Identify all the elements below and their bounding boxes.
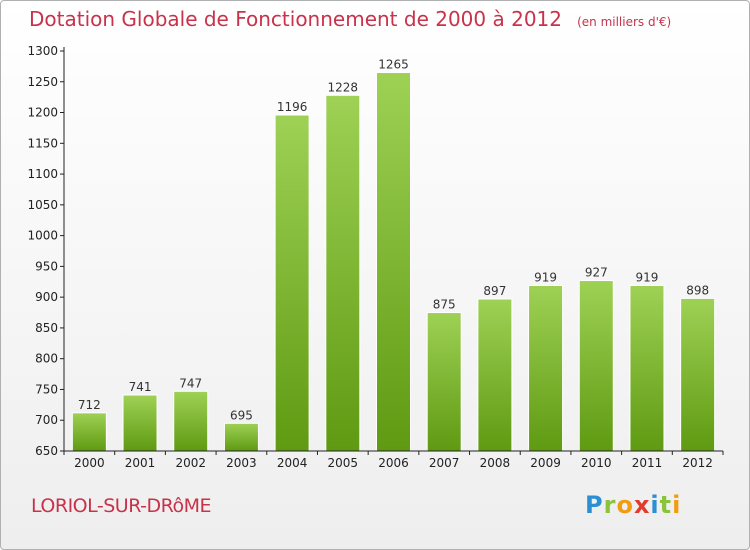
y-tick-label-1000: 1000 [27,229,58,243]
x-tick-label-2006: 2006 [378,456,409,470]
y-tick-label-700: 700 [35,413,58,427]
logo-letter: P [585,491,604,519]
bar-2004 [274,114,310,452]
logo-letter: i [672,491,682,519]
commune-name: LORIOL-SUR-DRôME [31,495,212,517]
bar-2009 [528,284,564,452]
bars-layer: 712 741 747 695 1196 1228 1265 875 897 919 927 919 8… [71,58,716,452]
bar-2011 [629,284,665,452]
axes-layer: 2000 2001 2002 2003 2004 2005 2006 2007 2008 2009… [27,44,724,470]
bar-2005 [325,94,361,452]
y-tick-label-950: 950 [35,259,58,273]
bar-2007 [426,312,462,452]
bar-2012 [680,297,716,452]
chart-title: Dotation Globale de Fonctionnement de 20… [29,7,562,31]
bar-2010 [578,280,614,452]
y-tick-label-1250: 1250 [27,75,58,89]
value-label-2009: 919 [534,270,557,284]
bar-2000 [71,412,107,452]
x-tick-label-2003: 2003 [226,456,257,470]
y-tick-label-1200: 1200 [27,106,58,120]
value-label-2001: 741 [129,380,152,394]
x-tick-label-2010: 2010 [581,456,612,470]
proxiti-logo: Proxiti [585,491,681,519]
y-tick-label-1300: 1300 [27,44,58,58]
value-label-2004: 1196 [277,100,308,114]
logo-letter: x [633,491,651,519]
value-label-2012: 898 [686,283,709,297]
title-line: Dotation Globale de Fonctionnement de 20… [29,7,671,31]
value-label-2011: 919 [636,270,659,284]
bar-2001 [122,394,158,452]
x-tick-label-2001: 2001 [125,456,156,470]
x-tick-label-2000: 2000 [74,456,105,470]
y-tick-label-1050: 1050 [27,198,58,212]
chart-subtitle: (en milliers d'€) [577,15,672,29]
y-tick-label-900: 900 [35,290,58,304]
x-tick-label-2002: 2002 [175,456,206,470]
x-tick-label-2004: 2004 [277,456,308,470]
x-tick-label-2008: 2008 [480,456,511,470]
value-label-2006: 1265 [378,58,409,72]
value-label-2008: 897 [483,284,506,298]
x-tick-label-2005: 2005 [328,456,359,470]
x-tick-label-2007: 2007 [429,456,460,470]
y-tick-label-650: 650 [35,444,58,458]
y-tick-label-1150: 1150 [27,136,58,150]
bar-2002 [173,390,209,452]
value-label-2003: 695 [230,408,253,422]
value-label-2002: 747 [179,376,202,390]
x-tick-label-2012: 2012 [682,456,713,470]
y-tick-label-1100: 1100 [27,167,58,181]
y-tick-label-850: 850 [35,321,58,335]
x-tick-label-2011: 2011 [632,456,663,470]
logo-letter: i [650,491,660,519]
bar-2008 [477,298,513,452]
value-label-2007: 875 [433,298,456,312]
value-label-2000: 712 [78,398,101,412]
logo-letter: r [603,491,617,519]
logo-letter: t [659,491,673,519]
value-label-2010: 927 [585,266,608,280]
x-tick-label-2009: 2009 [530,456,561,470]
y-tick-label-800: 800 [35,352,58,366]
logo-letter: o [616,491,634,519]
bar-2006 [376,72,411,452]
bar-2003 [223,422,259,452]
value-label-2005: 1228 [328,80,359,94]
y-tick-label-750: 750 [35,382,58,396]
